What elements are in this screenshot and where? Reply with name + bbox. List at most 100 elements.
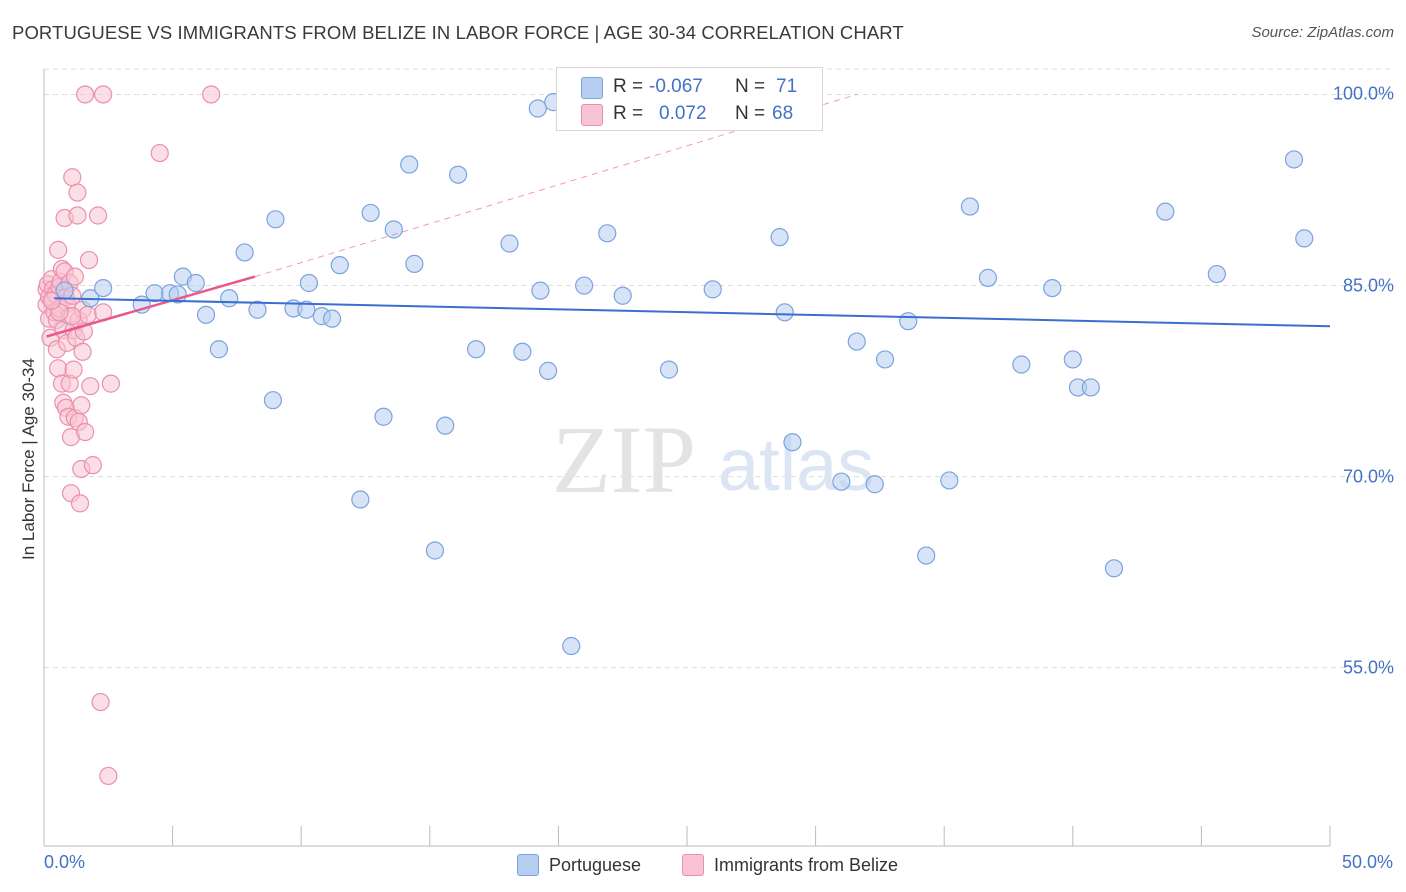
- portuguese-point: [235, 243, 254, 262]
- portuguese-point: [1207, 264, 1226, 284]
- belize-point: [42, 291, 61, 310]
- belize-point: [76, 85, 95, 104]
- legend-item-belize[interactable]: Immigrants from Belize: [682, 852, 898, 878]
- portuguese-point: [145, 284, 164, 303]
- portuguese-point: [196, 305, 216, 324]
- portuguese-point: [297, 300, 316, 319]
- portuguese-trend-line: [54, 297, 1331, 328]
- r-value-belize: 0.072: [659, 103, 707, 124]
- n-label: N =: [735, 76, 766, 97]
- belize-point: [78, 305, 97, 324]
- belize-point: [64, 360, 83, 379]
- portuguese-point: [209, 340, 228, 359]
- portuguese-point: [1295, 229, 1314, 248]
- portuguese-point: [466, 340, 486, 359]
- portuguese-point: [1012, 355, 1031, 374]
- portuguese-point: [436, 416, 455, 435]
- x-tick-max: 50.0%: [1341, 852, 1393, 872]
- portuguese-point: [513, 342, 532, 361]
- belize-point: [81, 377, 100, 396]
- belize-point: [68, 183, 87, 202]
- belize-point: [202, 85, 221, 104]
- portuguese-point: [770, 228, 789, 247]
- belize-trend-extension: [254, 93, 857, 278]
- y-tick-label: 70.0%: [1342, 466, 1394, 487]
- watermark-zip: ZIP: [552, 406, 696, 513]
- belize-point: [101, 374, 120, 393]
- portuguese-point: [384, 220, 403, 239]
- portuguese-point: [186, 273, 205, 293]
- n-value-portuguese: 71: [776, 76, 798, 97]
- y-tick-label: 55.0%: [1342, 657, 1394, 678]
- portuguese-point: [899, 312, 918, 331]
- portuguese-point: [1104, 559, 1124, 578]
- belize-point: [150, 143, 169, 163]
- belize-point: [73, 342, 92, 361]
- portuguese-point: [775, 303, 794, 322]
- portuguese-point: [500, 234, 519, 253]
- r-value-portuguese: -0.067: [649, 76, 703, 97]
- portuguese-point: [351, 490, 370, 509]
- portuguese-point: [847, 332, 866, 351]
- watermark: ZIP atlas: [552, 406, 874, 513]
- r-label: R =: [613, 103, 644, 124]
- y-axis-label: In Labor Force | Age 30-34: [19, 358, 38, 560]
- portuguese-point: [361, 203, 380, 223]
- y-tick-label: 85.0%: [1342, 275, 1394, 296]
- belize-point: [91, 692, 110, 712]
- belize-point: [83, 456, 102, 475]
- portuguese-point: [783, 433, 802, 452]
- legend-swatch-belize: [682, 854, 704, 876]
- portuguese-point: [960, 197, 980, 216]
- portuguese-point: [562, 636, 581, 656]
- portuguese-point: [978, 268, 998, 287]
- portuguese-point: [659, 360, 679, 379]
- belize-point: [88, 206, 108, 225]
- portuguese-point: [94, 278, 113, 298]
- portuguese-point: [266, 210, 285, 229]
- portuguese-point: [220, 289, 239, 308]
- portuguese-point: [425, 541, 445, 560]
- source-credit: Source: ZipAtlas.com: [1251, 24, 1394, 41]
- portuguese-point: [400, 155, 419, 174]
- legend-item-portuguese[interactable]: Portuguese: [517, 852, 641, 878]
- portuguese-point: [531, 281, 550, 300]
- belize-swatch: [581, 104, 603, 126]
- belize-point: [79, 250, 99, 270]
- portuguese-point: [263, 391, 283, 410]
- portuguese-point: [613, 286, 632, 305]
- portuguese-point: [940, 471, 959, 490]
- portuguese-point: [248, 300, 267, 319]
- portuguese-point: [575, 276, 594, 295]
- belize-point: [99, 766, 118, 786]
- portuguese-point: [865, 475, 884, 494]
- belize-point: [72, 396, 91, 415]
- stats-row-portuguese: R = -0.067 N = 71: [557, 74, 822, 100]
- r-label: R =: [613, 76, 644, 97]
- portuguese-point: [703, 280, 722, 299]
- legend-label-belize: Immigrants from Belize: [714, 854, 899, 875]
- portuguese-point: [1063, 350, 1082, 369]
- portuguese-point: [528, 99, 547, 118]
- belize-point: [65, 267, 84, 286]
- belize-point: [63, 168, 82, 187]
- belize-trend-line: [46, 275, 256, 338]
- legend-swatch-portuguese: [517, 854, 539, 876]
- portuguese-point: [832, 472, 851, 491]
- portuguese-point: [330, 256, 349, 275]
- portuguese-point: [1081, 378, 1100, 397]
- portuguese-point: [539, 361, 558, 380]
- portuguese-point: [374, 407, 393, 426]
- portuguese-point: [448, 165, 468, 184]
- belize-point: [49, 359, 68, 378]
- stats-row-belize: R = 0.072 N = 68: [557, 101, 822, 127]
- portuguese-point: [1156, 202, 1175, 221]
- belize-point: [70, 494, 90, 513]
- portuguese-point: [299, 273, 319, 293]
- n-label: N =: [735, 103, 766, 124]
- portuguese-point: [875, 350, 895, 369]
- portuguese-point: [598, 224, 617, 243]
- belize-point: [68, 206, 87, 225]
- portuguese-point: [322, 309, 342, 328]
- chart-title: PORTUGUESE VS IMMIGRANTS FROM BELIZE IN …: [12, 22, 904, 43]
